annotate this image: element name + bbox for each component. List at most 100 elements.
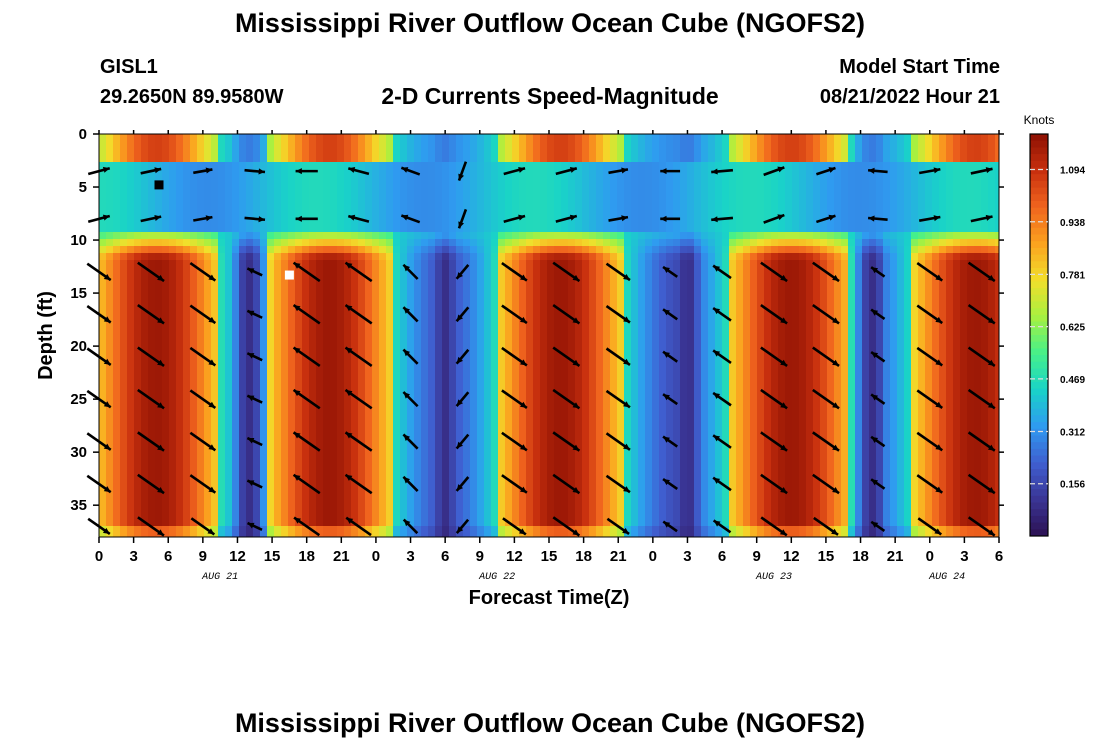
heatmap-cell (673, 134, 681, 142)
heatmap-cell (624, 239, 632, 247)
heatmap-cell (288, 162, 296, 170)
heatmap-cell (288, 211, 296, 219)
heatmap-cell (211, 484, 219, 492)
heatmap-cell (302, 449, 310, 457)
heatmap-cell (316, 435, 324, 443)
heatmap-cell (568, 435, 576, 443)
heatmap-cell (624, 225, 632, 233)
heatmap-cell (197, 505, 205, 513)
heatmap-cell (274, 365, 282, 373)
heatmap-cell (687, 176, 695, 184)
heatmap-cell (274, 148, 282, 156)
heatmap-cell (386, 421, 394, 429)
heatmap-cell (155, 379, 163, 387)
heatmap-cell (442, 295, 450, 303)
heatmap-cell (141, 288, 149, 296)
heatmap-cell (379, 407, 387, 415)
heatmap-cell (288, 470, 296, 478)
heatmap-cell (246, 162, 254, 170)
heatmap-cell (470, 225, 478, 233)
heatmap-cell (610, 421, 618, 429)
heatmap-cell (316, 337, 324, 345)
heatmap-cell (666, 533, 674, 538)
heatmap-cell (631, 463, 639, 471)
heatmap-cell (533, 442, 541, 450)
heatmap-cell (344, 358, 352, 366)
heatmap-cell (134, 393, 142, 401)
heatmap-cell (463, 309, 471, 317)
heatmap-cell (428, 267, 436, 275)
heatmap-cell (491, 498, 499, 506)
heatmap-cell (540, 134, 548, 142)
heatmap-cell (141, 393, 149, 401)
heatmap-cell (267, 218, 275, 226)
heatmap-cell (148, 365, 156, 373)
heatmap-cell (575, 260, 583, 268)
heatmap-cell (456, 218, 464, 226)
heatmap-cell (582, 512, 590, 520)
heatmap-cell (428, 456, 436, 464)
heatmap-cell (211, 365, 219, 373)
heatmap-cell (365, 134, 373, 142)
heatmap-cell (526, 204, 534, 212)
heatmap-cell (505, 456, 513, 464)
heatmap-cell (624, 372, 632, 380)
heatmap-cell (365, 309, 373, 317)
heatmap-cell (568, 176, 576, 184)
heatmap-cell (533, 281, 541, 289)
heatmap-cell (694, 148, 702, 156)
heatmap-cell (344, 526, 352, 534)
heatmap-cell (365, 358, 373, 366)
heatmap-cell (561, 463, 569, 471)
heatmap-cell (631, 491, 639, 499)
heatmap-cell (141, 260, 149, 268)
heatmap-cell (190, 456, 198, 464)
heatmap-cell (456, 302, 464, 310)
heatmap-cell (351, 505, 359, 513)
heatmap-cell (519, 134, 527, 142)
heatmap-cell (568, 421, 576, 429)
heatmap-cell (99, 463, 107, 471)
heatmap-cell (246, 169, 254, 177)
heatmap-cell (113, 442, 121, 450)
heatmap-cell (631, 148, 639, 156)
heatmap-cell (533, 316, 541, 324)
heatmap-cell (603, 435, 611, 443)
heatmap-cell (526, 232, 534, 240)
heatmap-cell (351, 239, 359, 247)
heatmap-cell (365, 393, 373, 401)
heatmap-cell (582, 309, 590, 317)
heatmap-cell (386, 533, 394, 538)
heatmap-cell (575, 407, 583, 415)
heatmap-cell (470, 484, 478, 492)
heatmap-cell (120, 246, 128, 254)
heatmap-cell (274, 400, 282, 408)
heatmap-cell (568, 155, 576, 163)
heatmap-cell (470, 183, 478, 191)
heatmap-cell (687, 183, 695, 191)
heatmap-cell (365, 414, 373, 422)
heatmap-cell (484, 246, 492, 254)
heatmap-cell (344, 533, 352, 538)
heatmap-cell (183, 239, 191, 247)
heatmap-cell (610, 470, 618, 478)
heatmap-cell (491, 211, 499, 219)
heatmap-cell (239, 372, 247, 380)
heatmap-cell (379, 316, 387, 324)
heatmap-cell (582, 477, 590, 485)
heatmap-cell (239, 533, 247, 538)
heatmap-cell (253, 442, 261, 450)
heatmap-cell (309, 512, 317, 520)
heatmap-cell (393, 134, 401, 142)
heatmap-cell (561, 505, 569, 513)
heatmap-cell (148, 309, 156, 317)
heatmap-cell (302, 505, 310, 513)
heatmap-cell (554, 197, 562, 205)
heatmap-cell (134, 225, 142, 233)
heatmap-cell (351, 281, 359, 289)
heatmap-cell (218, 393, 226, 401)
heatmap-cell (638, 330, 646, 338)
heatmap-cell (246, 148, 254, 156)
heatmap-cell (547, 533, 555, 538)
heatmap-cell (561, 239, 569, 247)
